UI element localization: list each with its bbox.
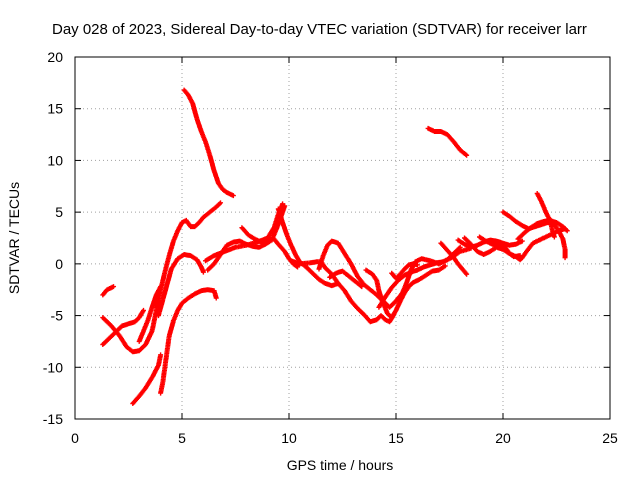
series-arc-7 — [156, 252, 206, 319]
x-tick-label: 10 — [281, 430, 297, 446]
series-arc-1 — [100, 284, 117, 298]
y-tick-label: 0 — [55, 256, 63, 272]
data-point-markers — [136, 284, 164, 344]
y-tick-label: 15 — [47, 101, 63, 117]
y-tick-label: -5 — [51, 308, 64, 324]
series-arc-3 — [100, 200, 224, 355]
data-point-markers — [181, 87, 236, 199]
x-tick-label: 25 — [602, 430, 618, 446]
series-arc-16 — [363, 263, 448, 321]
series-arc-14 — [316, 238, 399, 310]
data-point-markers — [363, 263, 448, 321]
x-axis-label: GPS time / hours — [287, 457, 394, 473]
data-marks — [100, 87, 570, 406]
y-tick-label: -10 — [43, 359, 63, 375]
x-tick-label: 5 — [178, 430, 186, 446]
y-tick-label: -15 — [43, 411, 63, 427]
series-arc-4 — [130, 352, 164, 406]
x-tick-label: 0 — [71, 430, 79, 446]
y-tick-label: 20 — [47, 49, 63, 65]
chart-title: Day 028 of 2023, Sidereal Day-to-day VTE… — [52, 21, 587, 38]
series-arc-15 — [327, 268, 365, 290]
data-point-markers — [438, 240, 470, 277]
data-point-markers — [389, 261, 420, 281]
data-point-markers — [477, 234, 523, 260]
series-arc-5 — [136, 284, 164, 344]
y-axis-label: SDTVAR / TECUs — [6, 182, 22, 294]
series-arc-8 — [181, 87, 236, 199]
plot-frame — [74, 56, 611, 420]
y-tick-label: 10 — [47, 152, 63, 168]
series-arc-19 — [389, 261, 420, 281]
data-point-markers — [130, 352, 164, 406]
y-tick-label: 5 — [55, 204, 63, 220]
data-point-markers — [316, 238, 399, 310]
series-arc-27 — [534, 191, 557, 240]
series-arc-6 — [158, 287, 219, 396]
x-tick-label: 20 — [495, 430, 511, 446]
data-point-markers — [158, 287, 219, 396]
data-point-markers — [100, 200, 224, 355]
data-point-markers — [534, 191, 557, 240]
series-arc-20 — [425, 125, 470, 158]
series-arc-21 — [438, 240, 470, 277]
data-point-markers — [327, 268, 365, 290]
data-point-markers — [156, 252, 206, 319]
x-tick-label: 15 — [388, 430, 404, 446]
grid-layer — [75, 57, 610, 419]
data-point-markers — [100, 284, 117, 298]
data-point-markers — [425, 125, 470, 158]
series-arc-24 — [477, 234, 523, 260]
